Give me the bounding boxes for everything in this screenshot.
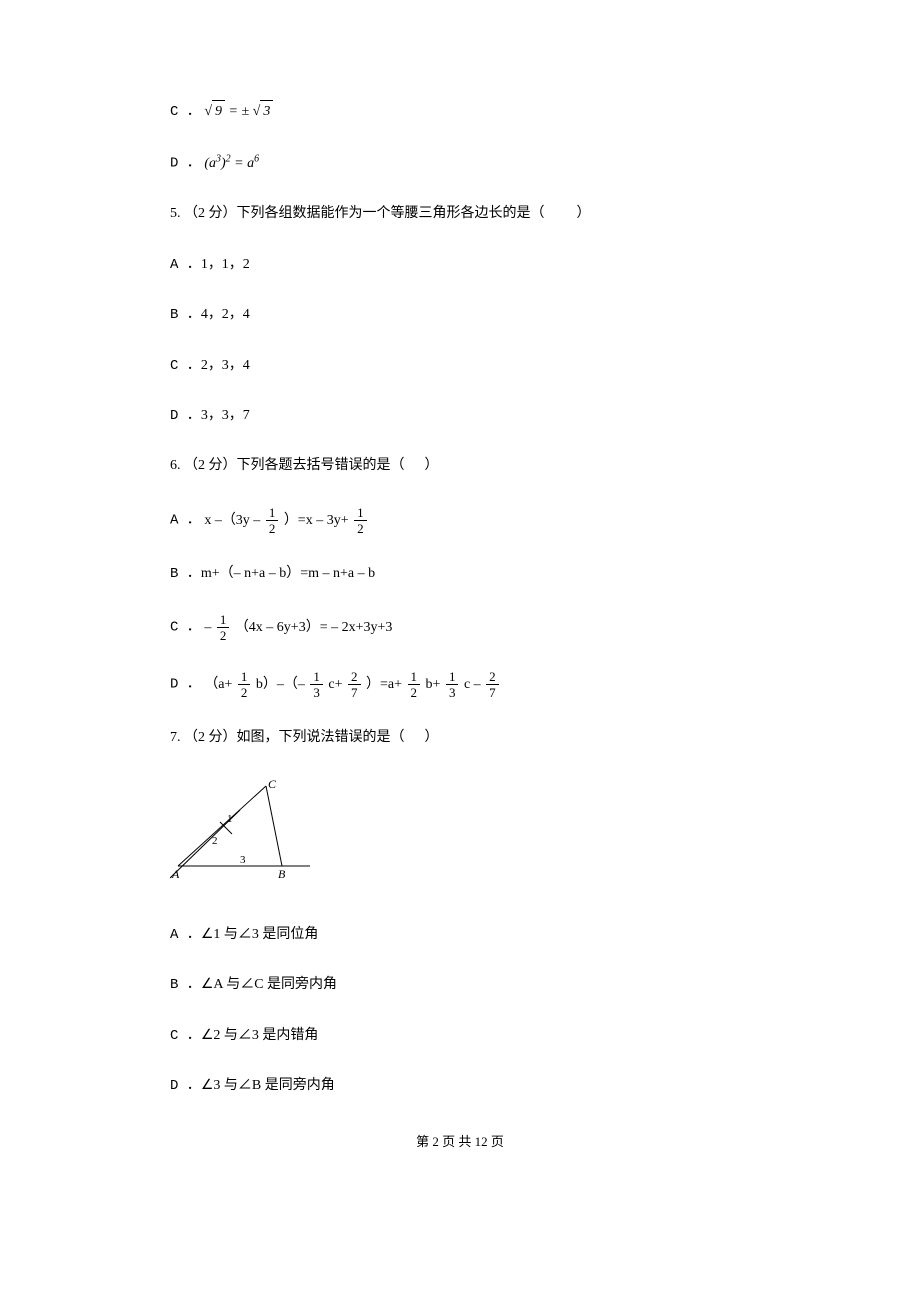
q6-option-d: D ． （a+ 12 b）–（– 13 c+ 27 ）=a+ 12 b+ 13 … <box>170 670 750 699</box>
svg-text:B: B <box>278 867 286 881</box>
option-label: D ． <box>170 1078 201 1094</box>
math-expr: (a3)2 = a6 <box>204 156 259 171</box>
stem-close: ） <box>577 206 591 221</box>
q4-option-d: D ． (a3)2 = a6 <box>170 151 750 175</box>
option-text: m+（– n+a – b）=m – n+a – b <box>201 566 375 581</box>
q7-option-b: B ．∠A 与∠C 是同旁内角 <box>170 974 750 996</box>
page-footer: 第 2 页 共 12 页 <box>170 1132 750 1153</box>
option-label: C ． <box>170 620 201 636</box>
q5-option-a: A ．1，1，2 <box>170 254 750 276</box>
option-text: 4，2，4 <box>201 307 250 322</box>
option-label: B ． <box>170 307 201 323</box>
q7-stem: 7. （2 分）如图，下列说法错误的是（ ） <box>170 727 750 749</box>
q5-option-d: D ．3，3，7 <box>170 405 750 427</box>
option-label: B ． <box>170 566 201 582</box>
option-label: D ． <box>170 408 201 424</box>
option-label: C ． <box>170 1028 201 1044</box>
option-text: x –（3y – 12 ）=x – 3y+ 12 <box>204 513 368 528</box>
svg-text:3: 3 <box>240 854 246 866</box>
q6-option-a: A ． x –（3y – 12 ）=x – 3y+ 12 <box>170 506 750 535</box>
svg-text:C: C <box>268 778 277 791</box>
stem-text: 7. （2 分）如图，下列说法错误的是（ <box>170 730 405 745</box>
option-text: ∠A 与∠C 是同旁内角 <box>201 977 337 992</box>
stem-close: ） <box>425 458 439 473</box>
option-label: B ． <box>170 977 201 993</box>
q4-option-c: C ． √9 = ± √3 <box>170 100 750 123</box>
q5-stem: 5. （2 分）下列各组数据能作为一个等腰三角形各边长的是（ ） <box>170 203 750 225</box>
option-label: A ． <box>170 927 201 943</box>
option-label: A ． <box>170 257 201 273</box>
option-text: ∠2 与∠3 是内错角 <box>201 1028 319 1043</box>
stem-text: 5. （2 分）下列各组数据能作为一个等腰三角形各边长的是（ <box>170 206 545 221</box>
option-text: – 12 （4x – 6y+3）= – 2x+3y+3 <box>204 620 392 635</box>
q7-option-d: D ．∠3 与∠B 是同旁内角 <box>170 1075 750 1097</box>
math-expr: √9 = ± √3 <box>204 104 273 119</box>
option-text: （a+ 12 b）–（– 13 c+ 27 ）=a+ 12 b+ 13 c – … <box>204 677 500 692</box>
svg-text:A: A <box>171 867 180 881</box>
q5-option-c: C ．2，3，4 <box>170 355 750 377</box>
q7-option-a: A ．∠1 与∠3 是同位角 <box>170 924 750 946</box>
option-text: ∠3 与∠B 是同旁内角 <box>201 1078 335 1093</box>
svg-text:1: 1 <box>227 813 233 825</box>
triangle-diagram: A B C 1 2 3 <box>170 778 320 888</box>
q7-option-c: C ．∠2 与∠3 是内错角 <box>170 1025 750 1047</box>
option-text: ∠1 与∠3 是同位角 <box>201 927 319 942</box>
stem-text: 6. （2 分）下列各题去括号错误的是（ <box>170 458 405 473</box>
q6-option-c: C ． – 12 （4x – 6y+3）= – 2x+3y+3 <box>170 613 750 642</box>
stem-close: ） <box>425 730 439 745</box>
svg-text:2: 2 <box>212 835 218 847</box>
option-text: 1，1，2 <box>201 257 250 272</box>
option-label: A ． <box>170 513 201 529</box>
option-label: D ． <box>170 677 201 693</box>
option-label: C ． <box>170 104 201 120</box>
q7-figure: A B C 1 2 3 <box>170 778 750 896</box>
q6-option-b: B ．m+（– n+a – b）=m – n+a – b <box>170 563 750 585</box>
q5-option-b: B ．4，2，4 <box>170 304 750 326</box>
option-label: D ． <box>170 156 201 172</box>
option-text: 2，3，4 <box>201 358 250 373</box>
q6-stem: 6. （2 分）下列各题去括号错误的是（ ） <box>170 455 750 477</box>
option-text: 3，3，7 <box>201 408 250 423</box>
option-label: C ． <box>170 358 201 374</box>
